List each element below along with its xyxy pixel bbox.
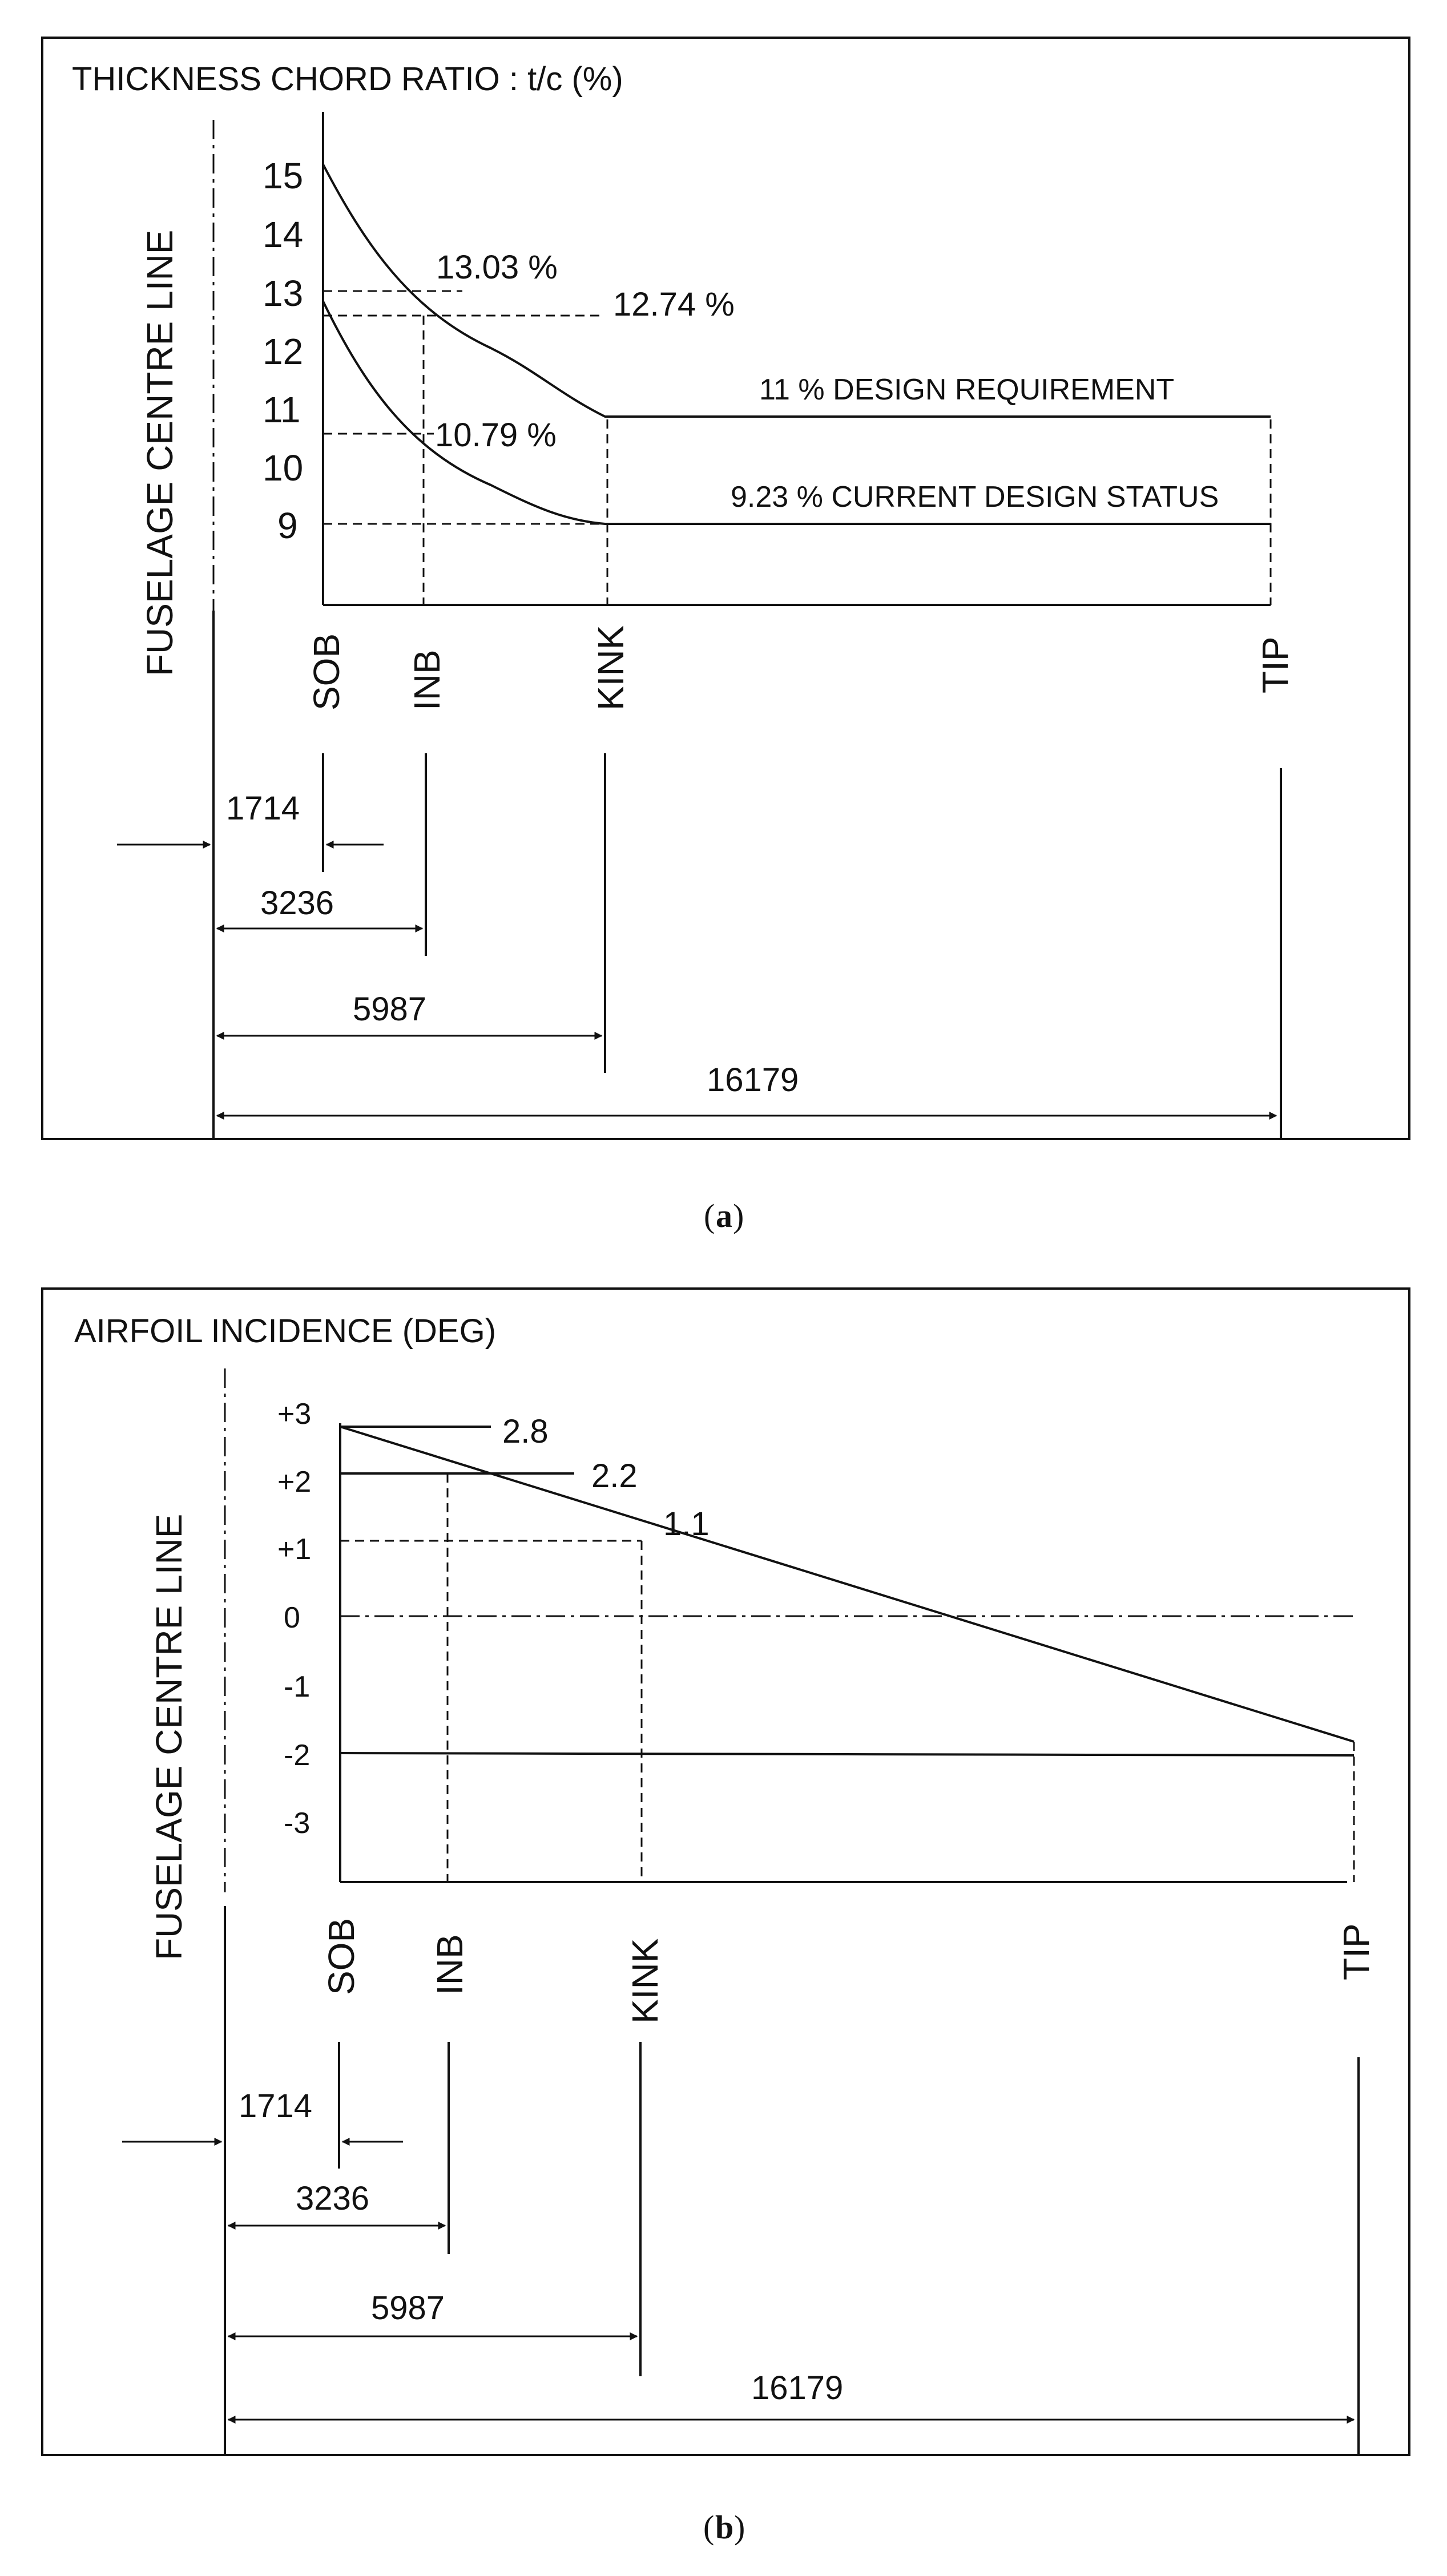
panel-a: THICKNESS CHORD RATIO : t/c (%) FUSELAGE…	[41, 37, 1410, 1140]
y-tick: +3	[277, 1398, 311, 1431]
annotation-13-03: 13.03 %	[436, 249, 558, 286]
dimension-16179: 16179	[707, 1061, 799, 1099]
station-label-inb: INB	[406, 649, 448, 710]
y-tick: +2	[277, 1465, 311, 1499]
y-tick: 14	[263, 214, 303, 255]
y-tick: -3	[284, 1807, 310, 1840]
caption-close: )	[734, 2509, 745, 2546]
panel-b: AIRFOIL INCIDENCE (DEG) FUSELAGE CENTRE …	[41, 1287, 1410, 2456]
caption-open: (	[703, 2509, 714, 2546]
y-tick: -1	[284, 1670, 310, 1703]
annotation-12-74: 12.74 %	[613, 286, 735, 323]
y-tick: 0	[284, 1601, 300, 1634]
dimension-1714: 1714	[226, 790, 300, 827]
y-tick: 15	[263, 155, 303, 196]
caption-b: ( b )	[703, 2509, 745, 2546]
annotation-design-requirement: 11 % DESIGN REQUIREMENT	[759, 373, 1174, 406]
caption-letter-a: a	[716, 1197, 732, 1234]
caption-close: )	[733, 1197, 744, 1234]
caption-open: (	[704, 1197, 715, 1234]
incidence-line	[340, 1426, 1355, 1743]
design-requirement-curve	[322, 164, 1271, 418]
dimension-1714: 1714	[239, 2088, 312, 2125]
panel-a-frame	[41, 37, 1410, 1140]
current-design-curve	[322, 301, 1271, 525]
annotation-1-1: 1.1	[663, 1505, 710, 1543]
y-tick: +1	[277, 1533, 311, 1566]
station-label-sob: SOB	[321, 1918, 362, 1995]
y-tick: 13	[263, 273, 303, 314]
annotation-current-design: 9.23 % CURRENT DESIGN STATUS	[731, 481, 1219, 514]
caption-a: ( a )	[704, 1197, 744, 1234]
station-label-tip: TIP	[1255, 636, 1296, 693]
station-label-kink: KINK	[590, 625, 631, 710]
annotation-10-79: 10.79 %	[435, 417, 557, 454]
panel-a-title: THICKNESS CHORD RATIO : t/c (%)	[72, 60, 623, 98]
dimension-5987: 5987	[353, 991, 426, 1028]
y-tick: 11	[263, 389, 300, 430]
panel-b-title: AIRFOIL INCIDENCE (DEG)	[74, 1313, 496, 1350]
dimension-5987: 5987	[371, 2290, 445, 2327]
annotation-2-2: 2.2	[591, 1457, 638, 1495]
panel-b-frame	[41, 1287, 1410, 2456]
y-tick: 9	[277, 505, 298, 546]
annotation-2-8: 2.8	[502, 1413, 549, 1450]
fuselage-label: FUSELAGE CENTRE LINE	[139, 230, 180, 676]
station-label-tip: TIP	[1336, 1923, 1377, 1980]
minus-two-line	[340, 1752, 1355, 1757]
station-label-sob: SOB	[306, 633, 347, 710]
dimension-16179: 16179	[751, 2369, 843, 2407]
y-tick: 12	[263, 331, 303, 372]
y-tick: -2	[284, 1739, 310, 1772]
dimension-3236: 3236	[296, 2180, 369, 2217]
caption-letter-b: b	[715, 2509, 733, 2546]
station-label-kink: KINK	[624, 1939, 666, 2024]
dimension-3236: 3236	[260, 885, 334, 922]
fuselage-label: FUSELAGE CENTRE LINE	[148, 1514, 190, 1960]
station-label-inb: INB	[429, 1934, 470, 1995]
y-tick: 10	[263, 447, 303, 488]
